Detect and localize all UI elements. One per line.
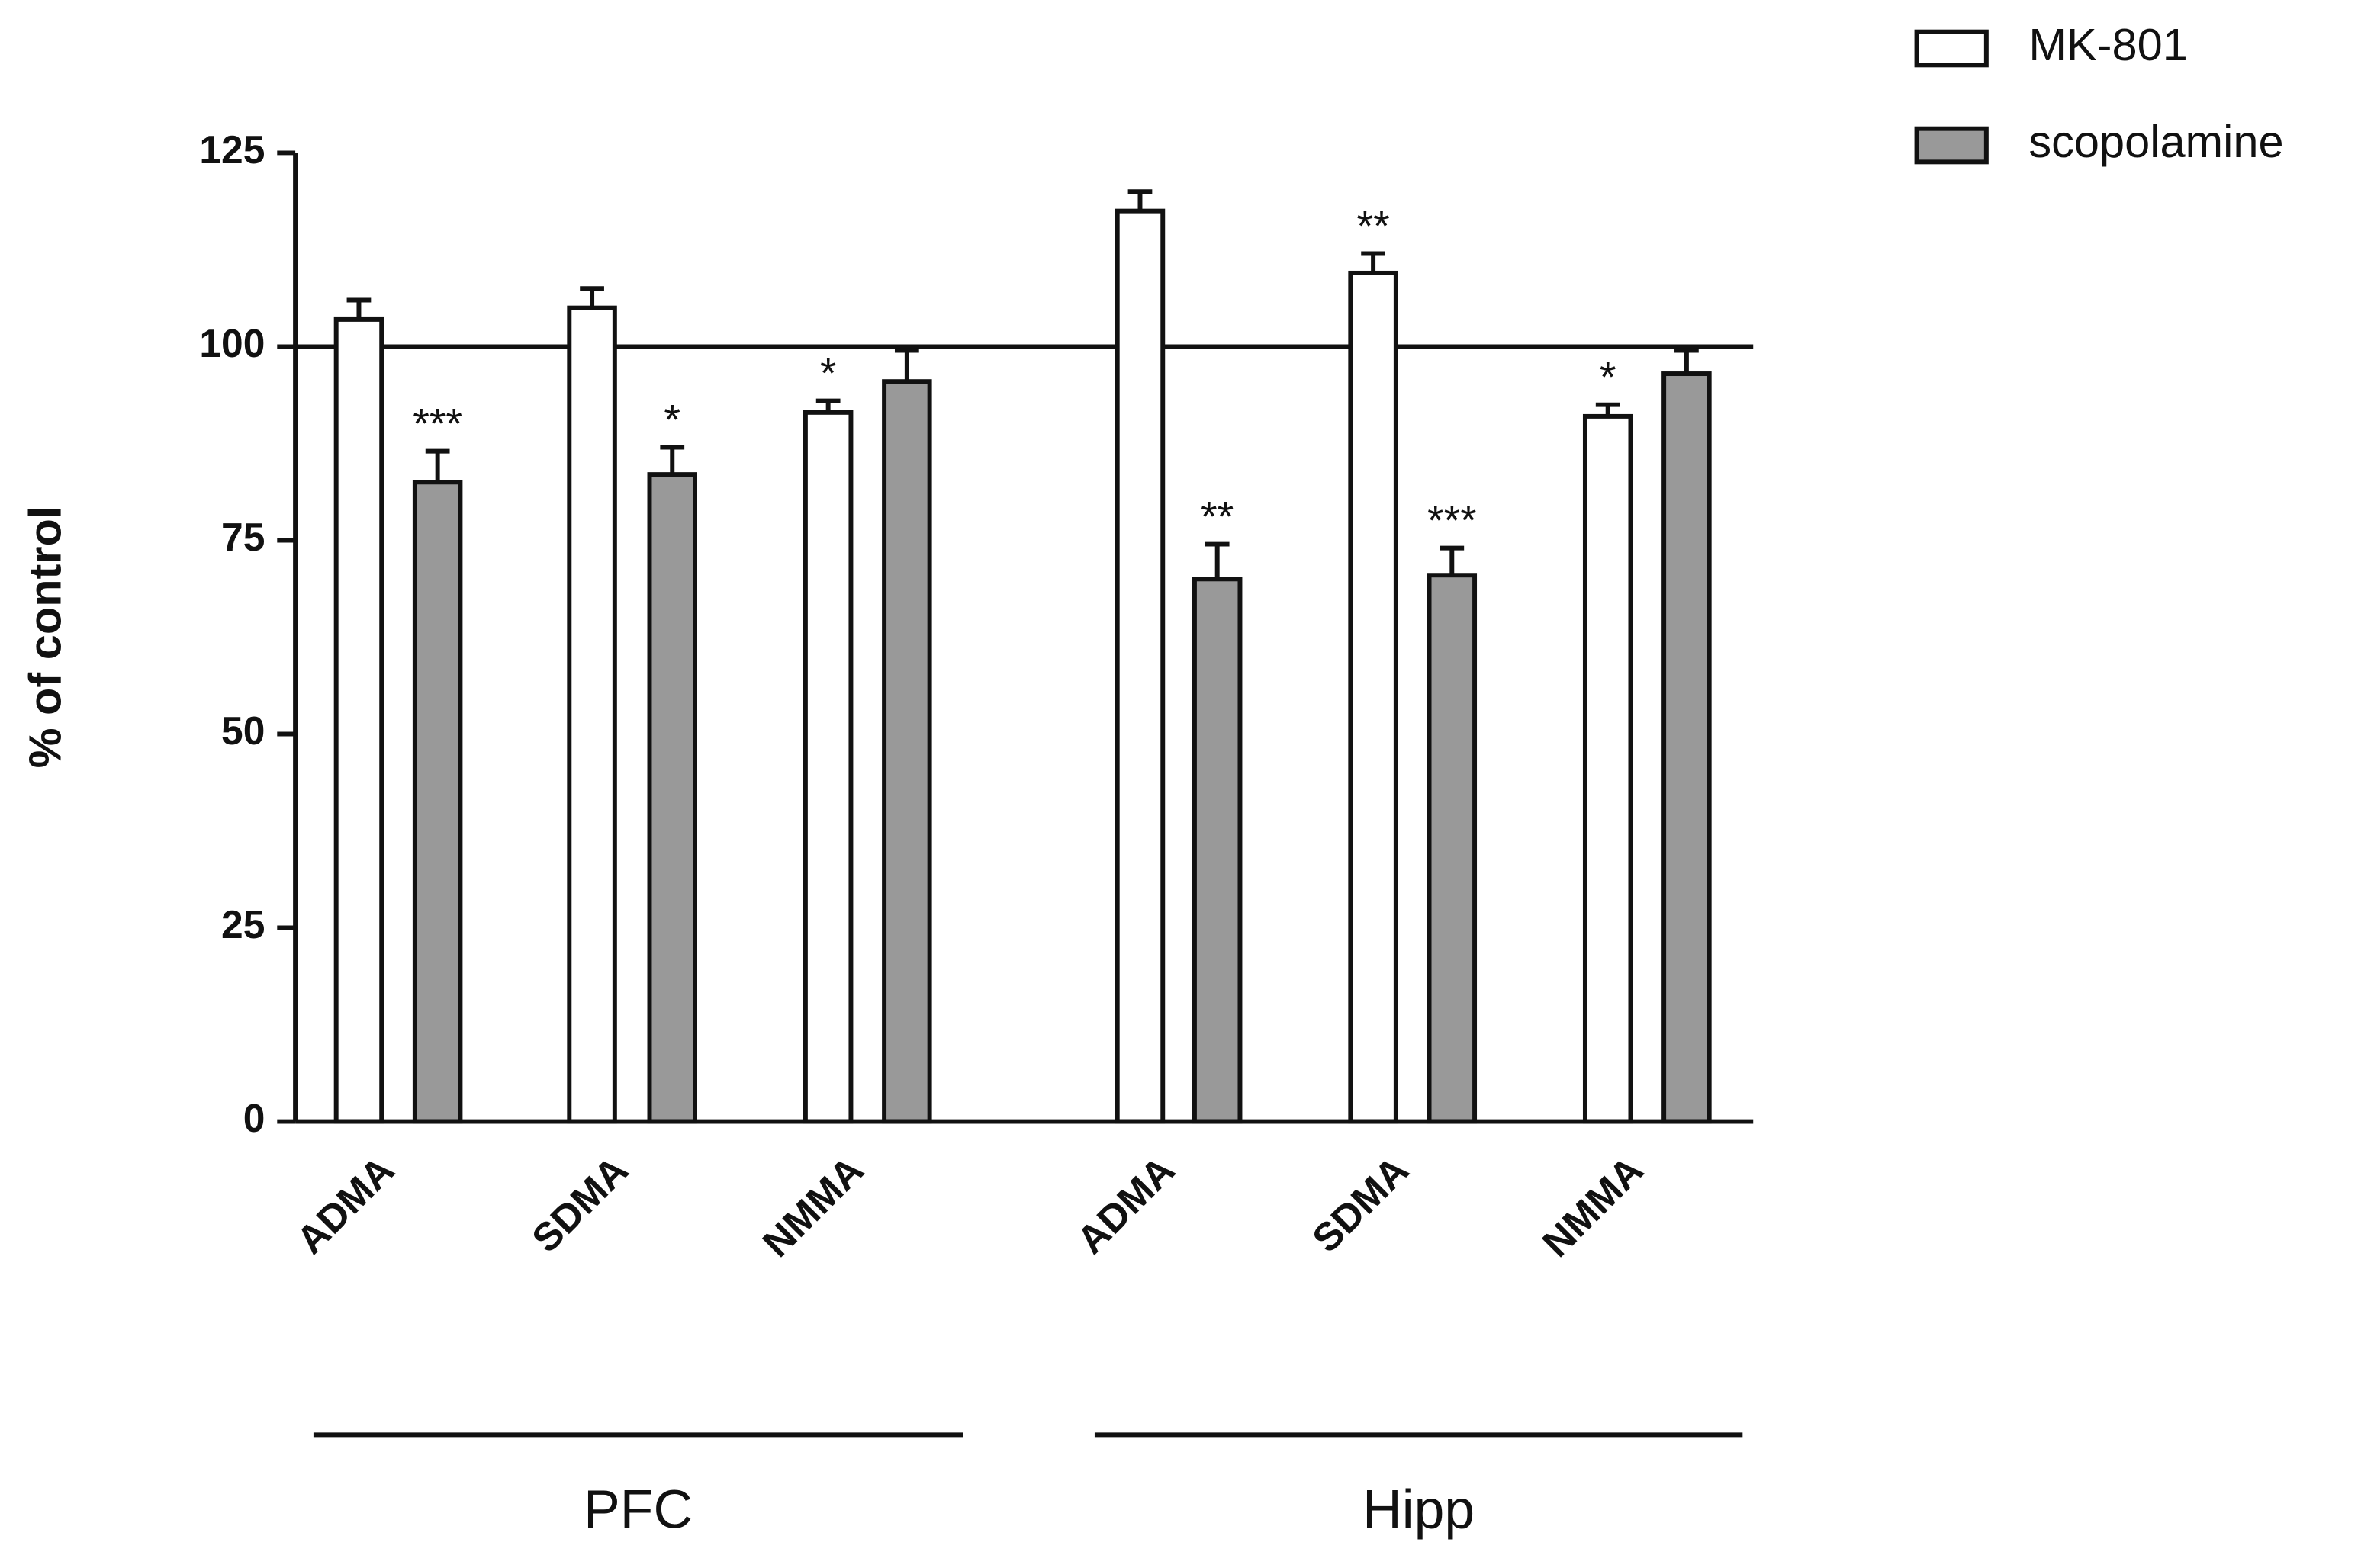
- legend-swatch: [1914, 29, 1989, 68]
- bar: [1427, 573, 1478, 1124]
- y-tick-label: 50: [221, 708, 265, 753]
- bar: [803, 410, 854, 1124]
- significance: ***: [413, 400, 462, 448]
- x-tick-label: ADMA: [288, 1148, 402, 1262]
- significance: **: [1356, 202, 1389, 249]
- legend-label: MK-801: [2028, 19, 2187, 70]
- legend-swatch: [1914, 126, 1989, 165]
- x-tick-label: NMMA: [1533, 1148, 1651, 1265]
- x-tick-label: ADMA: [1068, 1148, 1182, 1262]
- y-tick-label: 100: [199, 321, 265, 365]
- y-tick-label: 25: [221, 902, 265, 946]
- bar: [1348, 270, 1398, 1124]
- significance: *: [1600, 354, 1616, 401]
- bar: [1582, 413, 1633, 1124]
- group-label: Hipp: [1362, 1479, 1475, 1540]
- bar: [1115, 208, 1166, 1124]
- bar: [647, 472, 697, 1124]
- bar: [333, 316, 384, 1124]
- significance: *: [820, 350, 837, 397]
- significance: *: [664, 396, 680, 443]
- bar: [1661, 371, 1712, 1124]
- bar: [412, 480, 463, 1124]
- significance: **: [1201, 493, 1234, 540]
- bar: [882, 379, 932, 1124]
- y-axis-label: % of control: [19, 506, 70, 769]
- x-tick-label: NMMA: [754, 1148, 871, 1265]
- bar: [567, 305, 617, 1124]
- bar: [1192, 577, 1243, 1124]
- significance: ***: [1427, 497, 1477, 545]
- legend-label: scopolamine: [2028, 116, 2283, 167]
- y-tick-label: 75: [221, 515, 265, 559]
- y-tick-label: 125: [199, 127, 265, 172]
- x-tick-label: SDMA: [523, 1148, 636, 1261]
- y-tick-label: 0: [243, 1096, 265, 1140]
- group-label: PFC: [584, 1479, 693, 1540]
- x-tick-label: SDMA: [1304, 1148, 1417, 1261]
